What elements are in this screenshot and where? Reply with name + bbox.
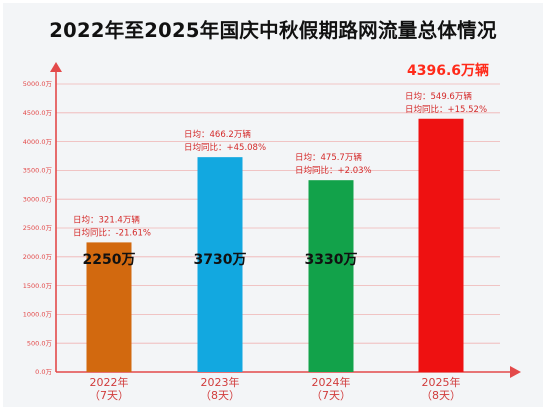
x-tick-labels: 2022年（7天）2023年（8天）2024年（7天）2025年（8天） (89, 375, 461, 402)
y-tick-label: 4500.0万 (23, 109, 53, 117)
y-tick-label: 1000.0万 (23, 311, 53, 319)
yoy-change-label: 日均同比：-21.61% (73, 227, 151, 238)
x-tick-sublabel: （8天） (200, 389, 240, 402)
x-tick-sublabel: （7天） (311, 389, 351, 402)
x-tick-label: 2025年 (422, 375, 461, 389)
bar-1 (86, 242, 132, 372)
y-axis-arrow (50, 62, 62, 72)
y-tick-label: 2500.0万 (23, 224, 53, 232)
chart-title: 2022年至2025年国庆中秋假期路网流量总体情况 (49, 19, 497, 42)
x-tick-sublabel: （7天） (89, 389, 129, 402)
y-tick-label: 0.0万 (35, 368, 52, 376)
y-tick-label: 2000.0万 (23, 253, 53, 261)
x-tick-label: 2023年 (201, 375, 240, 389)
daily-average-label: 日均：549.6万辆 (405, 91, 472, 102)
bar-4 (418, 118, 464, 373)
headline-label: 4396.6万辆 (407, 62, 489, 79)
y-tick-label: 3500.0万 (23, 167, 53, 175)
bars (86, 118, 464, 373)
y-tick-label: 3000.0万 (23, 195, 53, 203)
x-axis-arrow (510, 366, 521, 378)
daily-average-label: 日均：475.7万辆 (295, 152, 362, 163)
x-tick-label: 2022年 (90, 375, 129, 389)
yoy-change-label: 日均同比：+45.08% (184, 142, 266, 153)
bar-3 (308, 180, 354, 372)
y-tick-label: 500.0万 (27, 339, 53, 347)
bar-value-label: 3730万 (194, 252, 247, 268)
bar-2 (197, 157, 243, 372)
x-tick-sublabel: （8天） (421, 389, 461, 402)
y-tick-labels: 0.0万 500.0万 1000.0万 1500.0万 2000.0万 2500.0万 30… (23, 80, 53, 376)
y-tick-label: 1500.0万 (23, 282, 53, 290)
yoy-change-label: 日均同比：+15.52% (405, 104, 487, 115)
daily-average-label: 日均：466.2万辆 (184, 129, 251, 140)
daily-average-label: 日均：321.4万辆 (73, 214, 140, 225)
x-tick-label: 2024年 (312, 375, 351, 389)
yoy-change-label: 日均同比：+2.03% (295, 165, 372, 176)
bar-value-label: 2250万 (83, 252, 136, 268)
bar-value-label: 3330万 (305, 252, 358, 268)
y-tick-label: 4000.0万 (23, 138, 53, 146)
y-tick-label: 5000.0万 (23, 80, 53, 88)
